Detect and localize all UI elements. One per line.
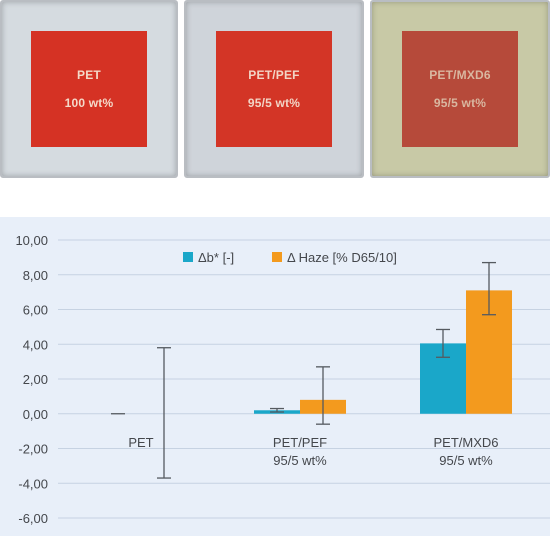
- sample-swatch: PET/PEF 95/5 wt%: [216, 31, 332, 147]
- y-tick-label: 4,00: [23, 337, 48, 352]
- sample-plaque-pet: PET 100 wt%: [0, 0, 178, 178]
- legend-swatch: [272, 252, 282, 262]
- bar-chart: 10,00 8,00 6,00 4,00 2,00 0,00 -2,00 -4,00 -6,00…: [15, 233, 550, 526]
- sample-label-material: PET/MXD6: [429, 68, 491, 82]
- category-label: 95/5 wt%: [439, 453, 493, 468]
- y-tick-label: 2,00: [23, 372, 48, 387]
- sample-swatch: PET 100 wt%: [31, 31, 147, 147]
- sample-swatch: PET/MXD6 95/5 wt%: [402, 31, 518, 147]
- category-label: PET: [128, 435, 153, 450]
- legend-label: Δ Haze [% D65/10]: [287, 250, 397, 265]
- y-tick-label: -6,00: [18, 511, 48, 526]
- sample-label-ratio: 95/5 wt%: [433, 96, 487, 110]
- sample-photo-strip: PET 100 wt% PET/PEF 95/5 wt% PET/MXD6 95…: [0, 0, 550, 182]
- sample-label-material: PET/PEF: [248, 68, 300, 82]
- legend-label: Δb* [-]: [198, 250, 234, 265]
- y-tick-label: 6,00: [23, 303, 48, 318]
- category-label: 95/5 wt%: [273, 453, 327, 468]
- legend-swatch: [183, 252, 193, 262]
- y-tick-label: -4,00: [18, 476, 48, 491]
- sample-plaque-pet-mxd6: PET/MXD6 95/5 wt%: [370, 0, 550, 178]
- y-tick-label: -2,00: [18, 442, 48, 457]
- category-label: PET/PEF: [273, 435, 327, 450]
- sample-label-ratio: 95/5 wt%: [247, 96, 301, 110]
- y-tick-label: 0,00: [23, 407, 48, 422]
- sample-plaque-pet-pef: PET/PEF 95/5 wt%: [184, 0, 364, 178]
- chart-panel: 10,00 8,00 6,00 4,00 2,00 0,00 -2,00 -4,00 -6,00…: [0, 217, 550, 536]
- sample-label-ratio: 100 wt%: [64, 96, 114, 110]
- sample-label-material: PET: [77, 68, 101, 82]
- category-label: PET/MXD6: [433, 435, 498, 450]
- y-tick-label: 10,00: [15, 233, 48, 248]
- y-tick-label: 8,00: [23, 268, 48, 283]
